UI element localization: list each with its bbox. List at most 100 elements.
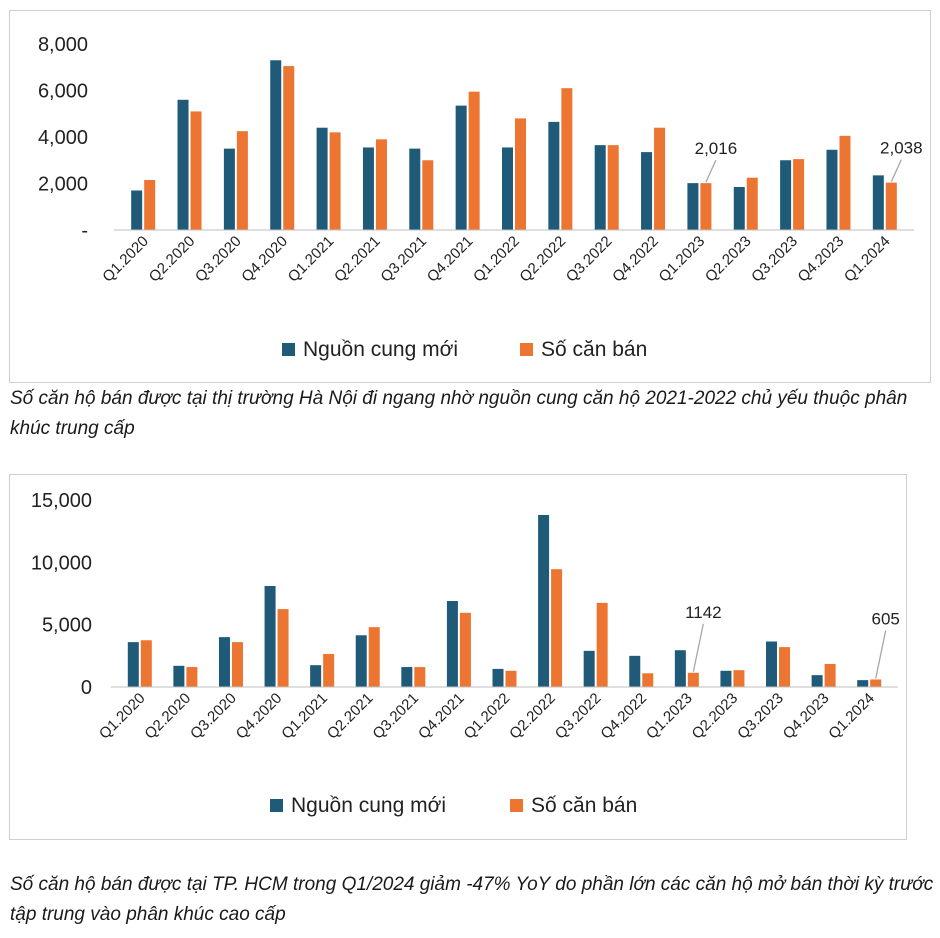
bar-so-can-ban-Q2.2023 bbox=[746, 177, 758, 230]
x-tick-label: Q1.2024 bbox=[841, 233, 894, 286]
hcm-chart: 05,00010,00015,000Q1.2020Q2.2020Q3.2020Q… bbox=[31, 490, 900, 817]
bar-nguon-cung-moi-Q4.2020 bbox=[270, 60, 282, 231]
x-tick-label: Q4.2023 bbox=[795, 233, 848, 286]
bar-so-can-ban-Q3.2023 bbox=[779, 647, 791, 687]
bar-nguon-cung-moi-Q4.2022 bbox=[629, 655, 641, 687]
bar-so-can-ban-Q2.2020 bbox=[190, 111, 202, 230]
bar-so-can-ban-Q1.2022 bbox=[505, 670, 517, 687]
data-label-Q1.2024: 605 bbox=[872, 609, 900, 628]
x-tick-label: Q2.2022 bbox=[506, 690, 559, 743]
bar-so-can-ban-Q1.2023 bbox=[700, 183, 712, 230]
bar-so-can-ban-Q1.2020 bbox=[144, 180, 156, 230]
y-tick-label: - bbox=[81, 220, 88, 242]
bar-nguon-cung-moi-Q2.2020 bbox=[177, 99, 189, 230]
x-tick-label: Q3.2020 bbox=[192, 233, 245, 286]
bar-so-can-ban-Q4.2021 bbox=[459, 612, 471, 687]
bar-nguon-cung-moi-Q4.2021 bbox=[446, 600, 458, 687]
bar-nguon-cung-moi-Q2.2022 bbox=[538, 514, 550, 687]
x-tick-label: Q2.2023 bbox=[689, 690, 742, 743]
bar-nguon-cung-moi-Q4.2023 bbox=[811, 675, 823, 687]
x-tick-label: Q1.2022 bbox=[461, 690, 514, 743]
x-tick-label: Q4.2023 bbox=[780, 690, 833, 743]
hanoi-chart: -2,0004,0006,0008,000Q1.2020Q2.2020Q3.20… bbox=[38, 34, 923, 361]
x-tick-label: Q4.2020 bbox=[238, 233, 291, 286]
bar-nguon-cung-moi-Q3.2021 bbox=[409, 148, 421, 230]
annotation-leader bbox=[692, 623, 704, 672]
x-tick-label: Q1.2021 bbox=[285, 233, 338, 286]
x-tick-label: Q4.2022 bbox=[597, 690, 650, 743]
y-tick-label: 10,000 bbox=[31, 552, 92, 574]
data-label-Q1.2023: 2,016 bbox=[695, 139, 738, 158]
bar-nguon-cung-moi-Q2.2021 bbox=[362, 147, 374, 230]
bar-so-can-ban-Q1.2023 bbox=[687, 672, 699, 687]
legend-label-nguon-cung-moi: Nguồn cung mới bbox=[291, 794, 446, 817]
data-label-Q1.2023: 1142 bbox=[685, 603, 722, 622]
x-tick-label: Q2.2020 bbox=[141, 690, 194, 743]
bar-nguon-cung-moi-Q1.2023 bbox=[674, 650, 686, 687]
y-tick-label: 5,000 bbox=[42, 615, 92, 637]
bar-so-can-ban-Q3.2020 bbox=[231, 642, 243, 687]
bar-so-can-ban-Q2.2021 bbox=[375, 139, 387, 230]
legend-label-so-can-ban: Số căn bán bbox=[541, 338, 647, 361]
y-tick-label: 0 bbox=[81, 677, 92, 699]
hanoi-caption: Số căn hộ bán được tại thị trường Hà Nội… bbox=[10, 388, 908, 439]
x-tick-label: Q2.2022 bbox=[516, 233, 569, 286]
bar-nguon-cung-moi-Q3.2022 bbox=[594, 145, 606, 230]
bar-so-can-ban-Q1.2021 bbox=[323, 653, 335, 687]
y-tick-label: 6,000 bbox=[38, 81, 88, 103]
bar-nguon-cung-moi-Q4.2022 bbox=[641, 152, 653, 230]
x-tick-label: Q4.2022 bbox=[609, 233, 662, 286]
bar-so-can-ban-Q2.2022 bbox=[561, 88, 573, 230]
bar-nguon-cung-moi-Q1.2021 bbox=[310, 665, 322, 687]
bar-so-can-ban-Q1.2021 bbox=[329, 132, 341, 230]
bar-nguon-cung-moi-Q4.2023 bbox=[826, 149, 838, 230]
bar-so-can-ban-Q4.2023 bbox=[839, 135, 851, 230]
bar-nguon-cung-moi-Q3.2021 bbox=[401, 667, 413, 687]
x-tick-label: Q3.2023 bbox=[748, 233, 801, 286]
bar-nguon-cung-moi-Q1.2023 bbox=[687, 183, 699, 230]
bar-so-can-ban-Q4.2022 bbox=[642, 673, 654, 687]
bar-so-can-ban-Q2.2023 bbox=[733, 670, 745, 687]
bar-nguon-cung-moi-Q3.2020 bbox=[218, 637, 230, 687]
x-tick-label: Q2.2021 bbox=[331, 233, 384, 286]
y-tick-label: 8,000 bbox=[38, 34, 88, 56]
x-tick-label: Q2.2021 bbox=[324, 690, 377, 743]
x-tick-label: Q2.2020 bbox=[146, 233, 199, 286]
legend-swatch-so-can-ban bbox=[520, 343, 533, 356]
x-tick-label: Q1.2023 bbox=[643, 690, 696, 743]
bar-so-can-ban-Q3.2022 bbox=[596, 602, 608, 687]
hcm-caption: Số căn hộ bán được tại TP. HCM trong Q1/… bbox=[10, 874, 934, 925]
bar-nguon-cung-moi-Q2.2023 bbox=[720, 670, 732, 687]
bar-so-can-ban-Q1.2024 bbox=[885, 182, 897, 230]
bar-nguon-cung-moi-Q3.2023 bbox=[780, 160, 792, 230]
bar-nguon-cung-moi-Q1.2021 bbox=[316, 127, 328, 230]
bar-so-can-ban-Q3.2021 bbox=[414, 667, 426, 687]
x-tick-label: Q1.2022 bbox=[470, 233, 523, 286]
legend-swatch-so-can-ban bbox=[510, 799, 523, 812]
x-tick-label: Q3.2023 bbox=[734, 690, 787, 743]
bar-nguon-cung-moi-Q3.2020 bbox=[223, 148, 235, 230]
bar-nguon-cung-moi-Q1.2024 bbox=[872, 175, 884, 230]
bar-so-can-ban-Q4.2022 bbox=[654, 127, 666, 230]
bar-nguon-cung-moi-Q1.2022 bbox=[502, 147, 513, 230]
y-tick-label: 15,000 bbox=[31, 490, 92, 512]
bar-nguon-cung-moi-Q2.2022 bbox=[548, 121, 560, 230]
x-tick-label: Q3.2022 bbox=[552, 690, 605, 743]
bar-nguon-cung-moi-Q1.2024 bbox=[857, 680, 869, 687]
x-tick-label: Q4.2020 bbox=[233, 690, 286, 743]
bar-nguon-cung-moi-Q1.2022 bbox=[492, 668, 504, 687]
bar-so-can-ban-Q3.2023 bbox=[793, 159, 805, 230]
bar-so-can-ban-Q1.2022 bbox=[515, 118, 526, 230]
legend-swatch-nguon-cung-moi bbox=[270, 799, 283, 812]
x-tick-label: Q1.2023 bbox=[656, 233, 709, 286]
bar-nguon-cung-moi-Q2.2023 bbox=[733, 186, 745, 230]
y-tick-label: 2,000 bbox=[38, 174, 88, 196]
bar-nguon-cung-moi-Q2.2020 bbox=[173, 665, 185, 687]
x-tick-label: Q3.2020 bbox=[187, 690, 240, 743]
x-tick-label: Q1.2020 bbox=[99, 233, 152, 286]
legend-label-nguon-cung-moi: Nguồn cung mới bbox=[303, 338, 458, 361]
bar-so-can-ban-Q2.2021 bbox=[368, 627, 380, 687]
bar-nguon-cung-moi-Q4.2020 bbox=[264, 586, 276, 687]
legend-swatch-nguon-cung-moi bbox=[282, 343, 295, 356]
annotation-leader bbox=[875, 630, 887, 679]
